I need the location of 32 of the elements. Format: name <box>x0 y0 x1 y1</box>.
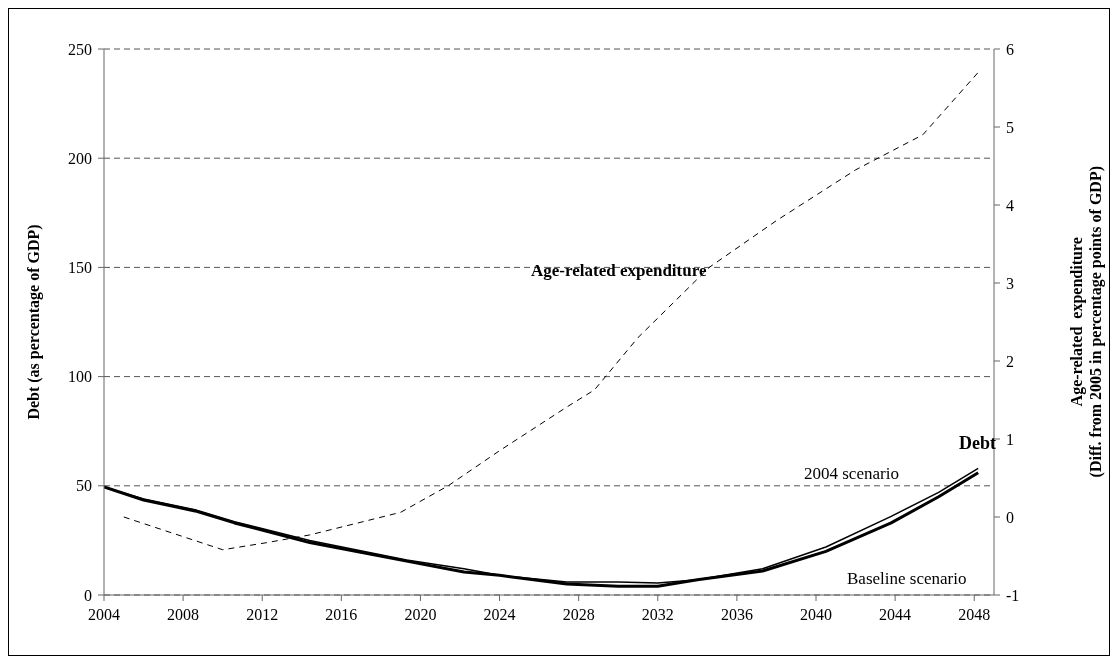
y-tick-label: 100 <box>68 368 92 386</box>
y2-tick-label: 6 <box>1006 40 1014 58</box>
y2-tick-label: 1 <box>1006 430 1014 448</box>
x-tick-label: 2024 <box>483 606 516 624</box>
y2-tick-label: 4 <box>1006 196 1014 214</box>
y-tick-label: 250 <box>68 40 92 58</box>
y2-tick-label: 2 <box>1006 352 1014 370</box>
x-tick-label: 2020 <box>404 606 437 624</box>
series-label: 2004 scenario <box>804 464 899 484</box>
y-tick-label: 150 <box>68 259 92 277</box>
x-tick-label: 2048 <box>958 606 991 624</box>
x-tick-label: 2016 <box>325 606 358 624</box>
y-axis-title: Debt (as percentage of GDP) <box>24 224 43 420</box>
x-tick-label: 2044 <box>879 606 912 624</box>
y2-axis-title: Age-related expenditure (Diff. from 2005 in percentage points of GDP) <box>1067 166 1105 478</box>
y2-tick-label: 0 <box>1006 508 1014 526</box>
y2-tick-label: 5 <box>1006 118 1014 136</box>
x-tick-label: 2028 <box>562 606 595 624</box>
y2-tick-label: 3 <box>1006 274 1014 292</box>
series-label: Baseline scenario <box>847 569 967 589</box>
annotation: Debt <box>959 433 996 454</box>
y-tick-label: 200 <box>68 149 92 167</box>
x-tick-label: 2008 <box>167 606 200 624</box>
series-label: Age-related expenditure <box>531 261 707 281</box>
x-tick-label: 2004 <box>88 606 120 624</box>
x-tick-label: 2036 <box>720 606 753 624</box>
x-tick-label: 2012 <box>246 606 279 624</box>
y-tick-label: 0 <box>84 586 92 604</box>
y2-tick-label: -1 <box>1006 586 1020 604</box>
x-tick-label: 2032 <box>641 606 674 624</box>
x-tick-label: 2040 <box>800 606 832 624</box>
y-tick-label: 50 <box>76 477 92 495</box>
